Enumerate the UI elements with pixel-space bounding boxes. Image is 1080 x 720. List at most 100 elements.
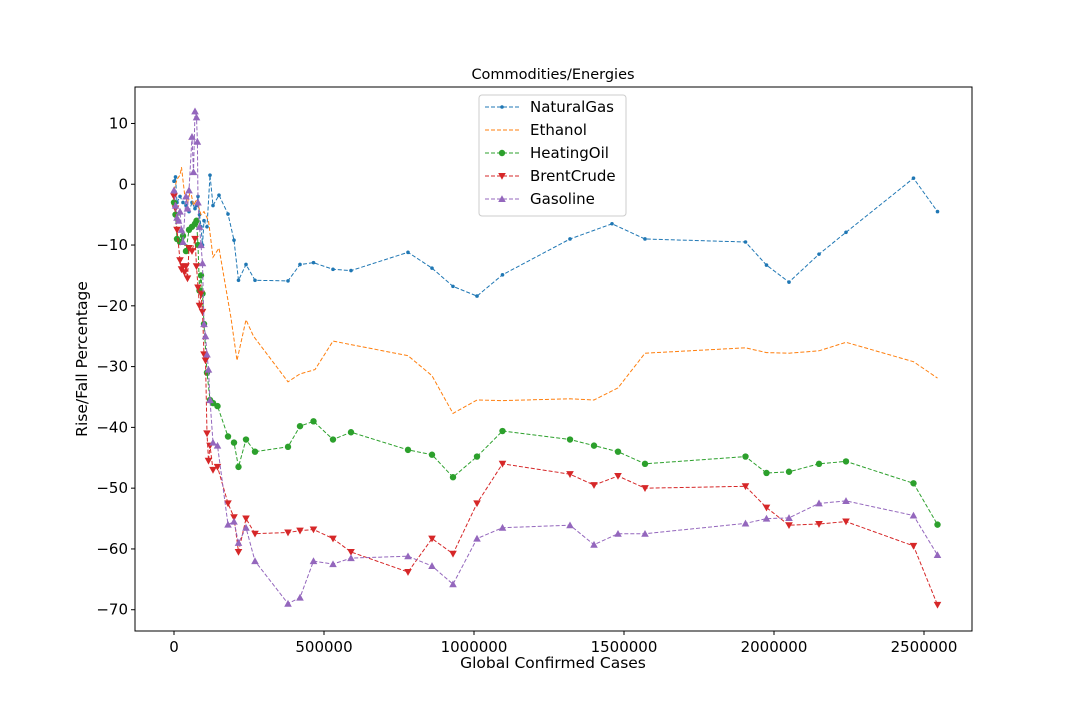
data-point-heatingoil — [842, 458, 850, 465]
data-point-gasoline — [182, 192, 190, 200]
x-tick-label: 500000 — [295, 638, 352, 656]
data-point-naturalgas — [743, 240, 748, 244]
data-point-heatingoil — [934, 521, 941, 528]
data-point-brentcrude — [234, 548, 243, 556]
data-point-heatingoil — [347, 429, 355, 436]
data-point-naturalgas — [173, 175, 178, 179]
legend: NaturalGas Ethanol HeatingOil BrentCrude Gas… — [478, 94, 627, 217]
legend-item-ethanol: Ethanol — [485, 121, 587, 139]
data-point-naturalgas — [451, 284, 455, 289]
data-point-gasoline — [404, 552, 412, 560]
data-point-gasoline — [234, 539, 243, 546]
data-point-brentcrude — [473, 500, 481, 508]
data-point-naturalgas — [430, 266, 434, 270]
data-point-naturalgas — [226, 212, 230, 216]
data-point-brentcrude — [242, 515, 250, 523]
legend-box — [478, 94, 627, 217]
data-point-gasoline — [309, 557, 318, 565]
data-point-brentcrude — [309, 526, 318, 534]
data-point-brentcrude — [170, 193, 178, 201]
data-point-brentcrude — [224, 500, 232, 508]
data-point-brentcrude — [741, 483, 750, 491]
data-point-brentcrude — [449, 550, 457, 558]
data-point-gasoline — [741, 519, 750, 527]
y-axis: −70 −60 −50 −40 −30 −20 −10 0 10 — [96, 114, 135, 619]
data-point-gasoline — [203, 350, 211, 358]
data-point-brentcrude — [192, 263, 201, 271]
data-point-naturalgas — [211, 203, 215, 208]
y-tick-label: −70 — [96, 601, 128, 619]
y-axis-label: Rise/Fall Percentage — [73, 281, 91, 437]
data-point-gasoline — [449, 580, 457, 588]
data-point-gasoline — [201, 332, 210, 340]
x-tick-label: 0 — [169, 638, 179, 656]
data-point-naturalgas — [311, 260, 316, 265]
data-point-brentcrude — [209, 466, 217, 474]
plot-area — [170, 107, 942, 609]
data-point-gasoline — [842, 497, 850, 504]
data-point-naturalgas — [643, 237, 647, 241]
data-point-heatingoil — [473, 453, 481, 460]
plot-frame — [134, 86, 973, 632]
data-point-heatingoil — [182, 247, 190, 255]
data-point-heatingoil — [428, 451, 436, 458]
data-point-gasoline — [473, 534, 481, 542]
series-line-gasoline — [173, 111, 938, 605]
y-tick-label: −60 — [96, 540, 128, 558]
data-point-gasoline — [590, 540, 598, 548]
data-point-naturalgas — [787, 280, 791, 284]
x-axis-label: Global Confirmed Cases — [460, 654, 646, 672]
data-point-gasoline — [641, 529, 649, 537]
y-tick-label: −10 — [96, 236, 128, 254]
data-point-brentcrude — [182, 263, 190, 271]
data-point-gasoline — [183, 204, 192, 212]
data-point-brentcrude — [815, 520, 823, 528]
data-point-brentcrude — [614, 472, 622, 480]
data-point-naturalgas — [298, 262, 302, 267]
data-point-heatingoil — [742, 453, 749, 460]
data-point-naturalgas — [232, 238, 236, 242]
data-point-naturalgas — [181, 200, 185, 205]
data-point-heatingoil — [785, 468, 793, 475]
legend-item-brentcrude: BrentCrude — [485, 167, 616, 185]
data-point-gasoline — [224, 520, 232, 528]
data-point-brentcrude — [213, 463, 222, 471]
data-point-naturalgas — [205, 224, 209, 229]
data-point-naturalgas — [349, 268, 353, 273]
data-point-naturalgas — [406, 250, 410, 255]
data-point-naturalgas — [475, 294, 479, 298]
data-point-brentcrude — [785, 522, 793, 530]
data-point-heatingoil — [763, 469, 770, 477]
data-point-heatingoil — [214, 402, 221, 410]
data-point-gasoline — [566, 521, 574, 529]
data-point-brentcrude — [251, 530, 259, 538]
data-point-gasoline — [177, 226, 186, 233]
data-point-brentcrude — [188, 248, 196, 255]
data-point-heatingoil — [224, 433, 232, 440]
data-point-brentcrude — [296, 527, 304, 535]
data-point-heatingoil — [296, 422, 304, 430]
legend-label: Ethanol — [530, 121, 587, 139]
data-point-naturalgas — [935, 209, 940, 214]
legend-marker — [500, 105, 504, 109]
data-point-gasoline — [191, 107, 199, 115]
data-point-brentcrude — [173, 226, 181, 234]
data-point-naturalgas — [286, 279, 290, 283]
data-point-heatingoil — [284, 443, 292, 451]
legend-marker — [498, 149, 506, 157]
data-point-naturalgas — [217, 193, 221, 197]
data-point-brentcrude — [347, 548, 355, 556]
x-tick-label: 2500000 — [891, 638, 958, 656]
data-point-gasoline — [197, 241, 205, 249]
data-point-naturalgas — [331, 267, 335, 272]
data-point-brentcrude — [198, 308, 207, 316]
data-point-gasoline — [428, 562, 436, 570]
y-tick-label: −30 — [96, 358, 128, 376]
data-point-gasoline — [213, 441, 222, 449]
data-point-brentcrude — [428, 535, 436, 543]
y-tick-label: 10 — [109, 114, 128, 132]
data-point-heatingoil — [566, 436, 574, 443]
data-point-heatingoil — [310, 418, 317, 425]
data-point-brentcrude — [566, 471, 574, 478]
